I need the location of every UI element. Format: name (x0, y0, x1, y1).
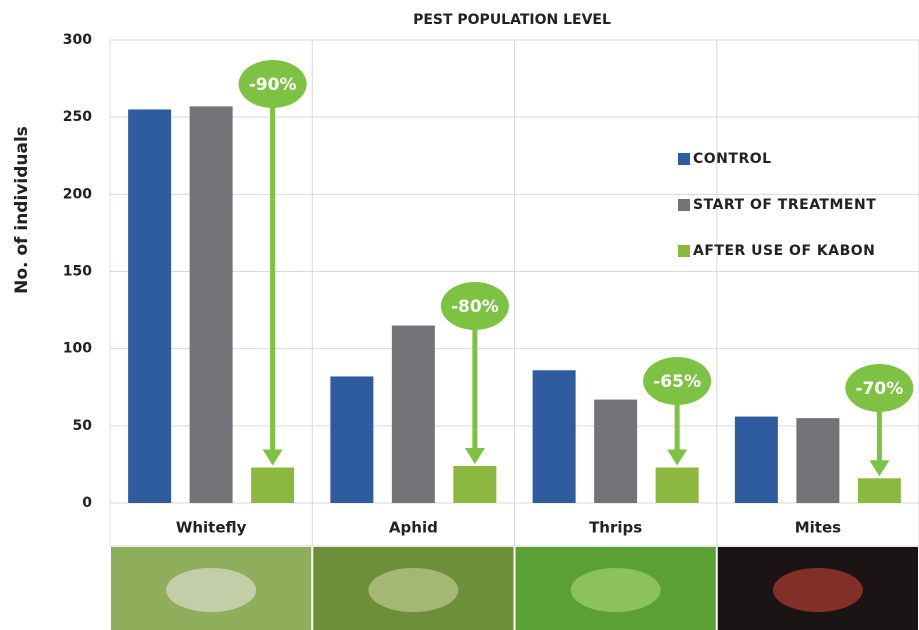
bar (330, 376, 373, 503)
legend-swatch (678, 153, 690, 165)
y-tick-label: 50 (73, 418, 93, 434)
y-tick-label: 200 (63, 186, 92, 202)
chart: PEST POPULATION LEVEL No. of individuals… (0, 0, 919, 630)
annotation-label: -90% (249, 75, 297, 95)
photo-detail (571, 568, 661, 612)
annotation-label: -80% (451, 297, 499, 317)
y-tick-label: 0 (82, 495, 92, 511)
chart-title: PEST POPULATION LEVEL (413, 12, 611, 28)
bar (796, 418, 839, 503)
x-tick-label: Whitefly (176, 519, 247, 537)
x-tick-label: Aphid (389, 519, 438, 537)
bar (251, 468, 294, 503)
legend-label: AFTER USE OF KABON (693, 243, 875, 259)
photo-detail (368, 568, 458, 612)
y-tick-label: 250 (63, 109, 92, 125)
legend-label: START OF TREATMENT (693, 197, 876, 213)
photo-detail (773, 568, 863, 612)
bar (858, 478, 901, 503)
y-axis-label: No. of individuals (12, 126, 32, 294)
photo-detail (166, 568, 256, 612)
annotation-arrowhead (263, 450, 283, 466)
x-tick-label: Thrips (589, 519, 642, 537)
bar (735, 417, 778, 503)
legend-swatch (678, 245, 690, 257)
annotation-arrowhead (869, 460, 889, 476)
y-tick-label: 300 (63, 32, 92, 48)
y-tick-label: 100 (63, 341, 92, 357)
y-tick-label: 150 (63, 264, 92, 280)
bar (190, 106, 233, 503)
bar (453, 466, 496, 503)
annotation-label: -65% (653, 372, 701, 392)
legend-swatch (678, 199, 690, 211)
bar (594, 400, 637, 503)
bar (656, 468, 699, 503)
bar (392, 326, 435, 503)
annotation-arrowhead (667, 450, 687, 466)
annotation-label: -70% (856, 379, 904, 399)
annotation-arrowhead (465, 448, 485, 464)
bar (533, 370, 576, 503)
page: {"chart_data": {"type": "bar", "title": … (0, 0, 919, 630)
x-tick-label: Mites (795, 519, 841, 537)
legend-label: CONTROL (693, 151, 772, 167)
bar (128, 109, 171, 503)
